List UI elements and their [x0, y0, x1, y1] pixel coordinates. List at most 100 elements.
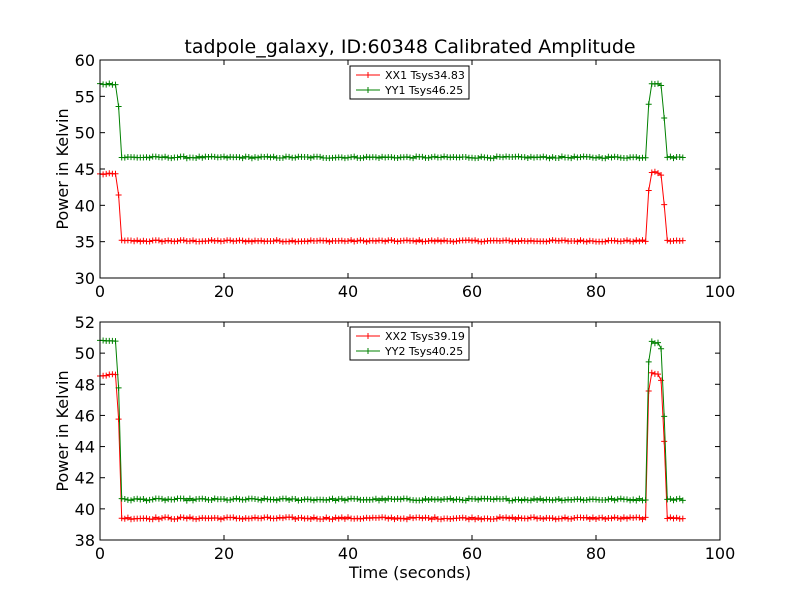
data-point [441, 237, 448, 244]
y-tick-label: 35 [75, 233, 95, 252]
chart-title: tadpole_galaxy, ID:60348 Calibrated Ampl… [184, 36, 635, 58]
data-point [462, 153, 469, 160]
y-tick-label: 50 [75, 344, 95, 363]
data-point [438, 238, 444, 245]
data-point [531, 154, 537, 161]
data-point [304, 515, 311, 522]
data-point [645, 358, 652, 365]
data-point [450, 238, 457, 245]
data-point [472, 237, 479, 244]
data-point [490, 155, 497, 162]
data-point [152, 514, 159, 521]
data-point [134, 237, 141, 244]
data-point [338, 514, 345, 521]
data-point [128, 516, 134, 523]
data-point [642, 238, 649, 245]
data-point [286, 238, 293, 245]
data-point [345, 514, 351, 521]
data-point [469, 514, 475, 521]
data-point [208, 496, 215, 503]
data-point [332, 497, 339, 504]
data-point [307, 515, 314, 522]
data-point [121, 515, 128, 522]
data-point [363, 514, 370, 521]
data-point [540, 153, 547, 160]
data-point [121, 154, 128, 161]
data-point [422, 495, 429, 502]
data-point [478, 516, 485, 523]
data-point [503, 514, 510, 521]
data-point [211, 153, 218, 160]
bottom-panel: 0 20 40 60 80 100 38 40 42 44 46 48 50 52 Power in Kel… [53, 313, 735, 582]
data-point [230, 514, 237, 521]
data-point [180, 495, 187, 502]
data-point [255, 496, 262, 503]
data-point [642, 514, 649, 521]
data-point [602, 516, 609, 522]
data-point [382, 497, 389, 504]
data-point [252, 514, 258, 521]
y-tick-label: 60 [75, 51, 95, 70]
data-point [636, 514, 643, 521]
data-point [338, 154, 345, 161]
data-point [431, 514, 438, 521]
data-point [403, 153, 410, 160]
data-point [620, 514, 627, 521]
data-point [394, 238, 401, 245]
data-point [410, 237, 417, 244]
data-point [242, 496, 249, 503]
data-point [574, 238, 581, 245]
data-point [503, 495, 510, 502]
data-point [103, 372, 110, 379]
data-point [261, 495, 268, 502]
data-point [224, 154, 231, 161]
data-point [568, 497, 575, 504]
data-point [143, 497, 150, 504]
data-point [521, 154, 528, 161]
data-point [379, 495, 386, 502]
x-tick-label: 20 [214, 544, 234, 563]
data-point [106, 80, 113, 87]
data-point [484, 515, 491, 522]
data-point [658, 377, 665, 384]
data-point [496, 514, 503, 521]
data-point [456, 496, 463, 503]
data-point [379, 237, 386, 244]
data-point [338, 495, 345, 502]
legend-marker [365, 348, 371, 354]
data-point [509, 514, 516, 521]
data-point [583, 497, 590, 504]
data-point [190, 497, 196, 504]
y-axis-label: Power in Kelvin [53, 370, 72, 491]
legend-box [349, 326, 470, 361]
data-point [673, 514, 680, 521]
data-point [165, 237, 172, 244]
data-point [617, 515, 624, 522]
data-point [351, 153, 358, 160]
data-point [555, 496, 562, 503]
data-point [639, 516, 646, 523]
data-point [159, 154, 165, 161]
data-point [658, 172, 665, 179]
data-point [500, 154, 506, 161]
data-point [100, 171, 107, 178]
data-point [667, 514, 674, 521]
data-point [199, 154, 206, 161]
data-point [599, 514, 606, 521]
data-point [490, 496, 497, 503]
data-point [168, 155, 175, 162]
data-point [221, 153, 227, 160]
data-point [661, 201, 668, 208]
data-point [633, 237, 640, 244]
data-point [611, 514, 618, 521]
data-point [329, 495, 336, 502]
data-point [236, 515, 243, 522]
y-tick-label: 45 [75, 160, 95, 179]
data-point [304, 238, 311, 245]
data-point [323, 497, 330, 504]
data-point [558, 515, 565, 522]
data-point [419, 153, 426, 160]
data-point [233, 237, 240, 244]
legend-marker [365, 72, 371, 78]
data-point [227, 496, 234, 503]
